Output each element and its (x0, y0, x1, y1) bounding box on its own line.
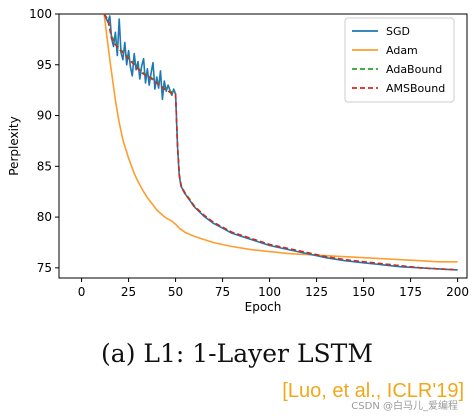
legend-label: AMSBound (386, 82, 445, 95)
x-tick-label: 125 (305, 285, 328, 299)
legend-label: Adam (386, 44, 418, 57)
x-tick-label: 0 (78, 285, 86, 299)
series-line-adam (103, 14, 458, 263)
series-lines (103, 14, 458, 271)
y-axis-label: Perplexity (7, 116, 21, 176)
y-tick-label: 75 (37, 261, 52, 275)
x-tick-label: 75 (215, 285, 230, 299)
series-line-sgd (103, 14, 458, 271)
citation-text: [Luo, et al., ICLR'19] (282, 380, 464, 402)
y-tick-label: 90 (37, 109, 52, 123)
y-tick-label: 95 (37, 58, 52, 72)
series-line-amsbound (103, 14, 458, 271)
y-tick-label: 85 (37, 159, 52, 173)
x-tick-label: 100 (258, 285, 281, 299)
y-tick-label: 80 (37, 210, 52, 224)
x-tick-label: 200 (446, 285, 469, 299)
x-tick-label: 50 (168, 285, 183, 299)
perplexity-chart: 0 25 50 75 100 125 150 175 200 75 80 85 90 95 100 Epoc… (7, 7, 469, 314)
x-tick-label: 175 (399, 285, 422, 299)
x-axis-label: Epoch (245, 300, 282, 314)
legend-label: AdaBound (386, 63, 442, 76)
axis-ticks: 0 25 50 75 100 125 150 175 200 75 80 85 90 95 100 (29, 7, 469, 299)
watermark-text: CSDN @白马儿_爱编程 (351, 401, 458, 412)
y-tick-label: 100 (29, 7, 52, 21)
legend-label: SGD (386, 25, 410, 38)
figure-caption: (a) L1: 1-Layer LSTM (101, 339, 373, 368)
x-tick-label: 150 (352, 285, 375, 299)
legend: SGD Adam AdaBound AMSBound (344, 17, 455, 103)
x-tick-label: 25 (121, 285, 136, 299)
legend-box (344, 17, 455, 103)
